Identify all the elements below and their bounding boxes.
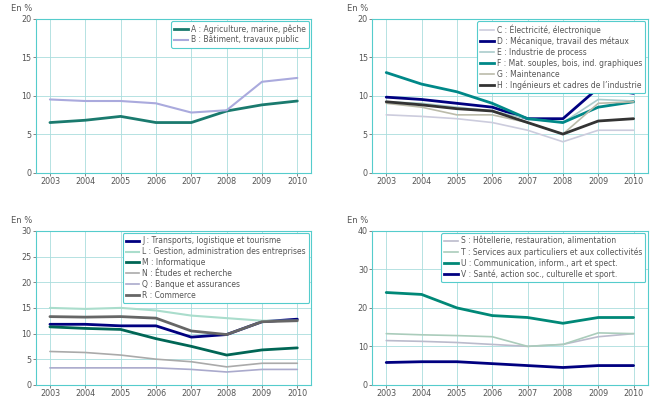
Text: En %: En % <box>11 216 33 225</box>
Text: En %: En % <box>347 4 368 12</box>
Legend: C : Électricité, électronique, D : Mécanique, travail des métaux, E : Industrie : C : Électricité, électronique, D : Mécan… <box>477 21 645 93</box>
Legend: A : Agriculture, marine, pêche, B : Bâtiment, travaux public: A : Agriculture, marine, pêche, B : Bâti… <box>171 21 309 47</box>
Text: En %: En % <box>11 4 33 12</box>
Legend: S : Hôtellerie, restauration, alimentation, T : Services aux particuliers et aux: S : Hôtellerie, restauration, alimentati… <box>441 233 645 282</box>
Text: En %: En % <box>347 216 368 225</box>
Legend: J : Transports, logistique et tourisme, L : Gestion, administration des entrepri: J : Transports, logistique et tourisme, … <box>122 233 309 303</box>
